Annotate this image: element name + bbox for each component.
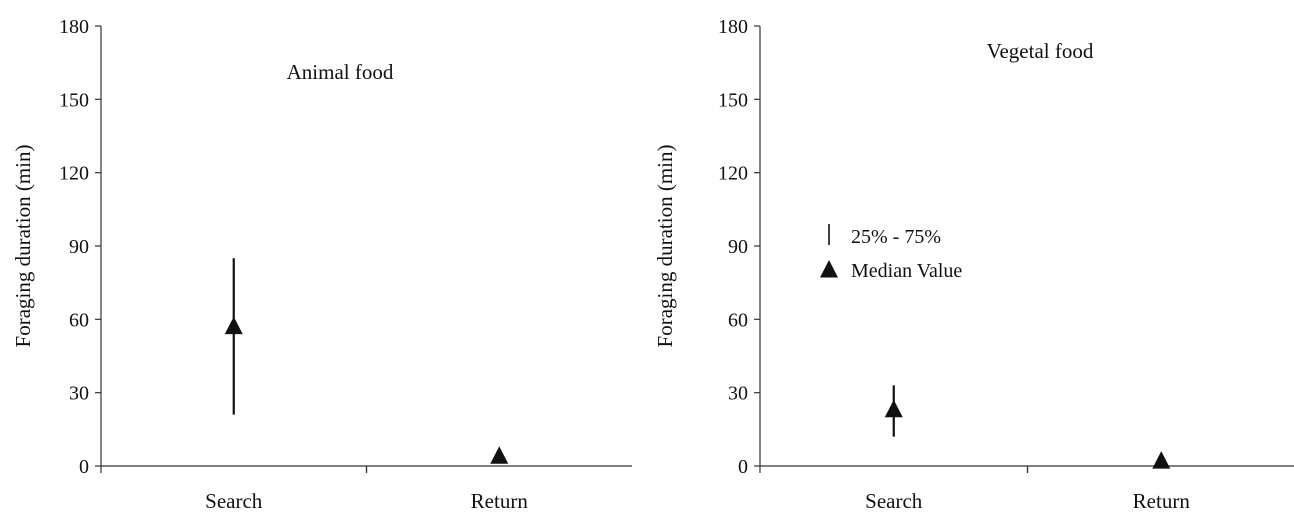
panel-title: Animal food <box>287 60 394 84</box>
median-marker <box>224 316 243 335</box>
y-tick-label: 60 <box>728 309 748 331</box>
y-axis-title: Foraging duration (min) <box>653 145 677 348</box>
y-tick-label: 30 <box>728 383 748 405</box>
y-axis-title: Foraging duration (min) <box>11 145 35 348</box>
y-tick-label: 0 <box>79 456 89 478</box>
y-tick-label: 90 <box>728 236 748 258</box>
y-tick-label: 180 <box>718 16 748 38</box>
x-category-label: Search <box>865 489 923 513</box>
legend-triangle-symbol <box>820 260 838 278</box>
animal-food-panel: 0 30 60 90 120 150 180 Search Return Foraging dur… <box>11 16 632 513</box>
y-tick-label: 90 <box>69 236 89 258</box>
y-tick-label: 150 <box>59 89 89 111</box>
y-tick-label: 120 <box>718 163 748 185</box>
y-tick-label: 0 <box>738 456 748 478</box>
y-tick-label: 30 <box>69 383 89 405</box>
y-tick-label: 150 <box>718 89 748 111</box>
panel-title: Vegetal food <box>987 39 1094 63</box>
x-category-label: Return <box>471 489 529 513</box>
vegetal-food-panel: 0 30 60 90 120 150 180 Search Return Foraging dur… <box>653 16 1294 513</box>
median-marker <box>490 446 509 464</box>
legend-label: Median Value <box>851 260 962 282</box>
y-tick-label: 180 <box>59 16 89 38</box>
median-marker <box>1152 451 1171 469</box>
y-tick-label: 120 <box>59 163 89 185</box>
median-marker <box>884 399 903 418</box>
legend-label: 25% - 75% <box>851 226 941 248</box>
y-tick-label: 60 <box>69 309 89 331</box>
x-category-label: Search <box>205 489 263 513</box>
x-category-label: Return <box>1133 489 1191 513</box>
